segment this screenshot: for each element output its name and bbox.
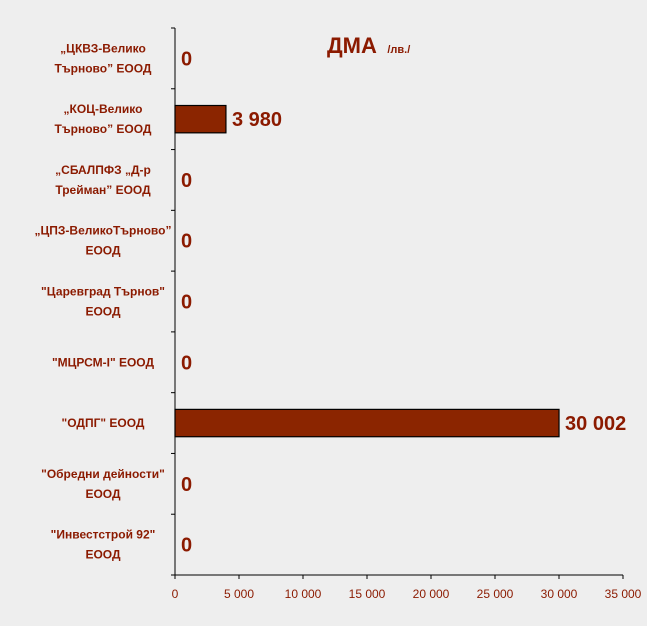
x-tick-label: 35 000: [605, 587, 642, 601]
x-tick-label: 15 000: [349, 587, 386, 601]
data-label: 0: [181, 352, 192, 374]
data-label: 0: [181, 48, 192, 70]
category-label: "Обредни дейности" ЕООД: [41, 467, 165, 501]
data-label: 0: [181, 535, 192, 557]
category-label-line: "Обредни дейности": [41, 467, 165, 481]
category-label: „СБАЛПФЗ „Д-р Трейман” ЕООД: [55, 163, 151, 197]
x-tick-label: 30 000: [541, 587, 578, 601]
plot-area: 0 5 000 10 000 15 000 20 000 25 000 30 000 35 0…: [35, 27, 642, 601]
category-label-line: Трейман” ЕООД: [55, 183, 151, 197]
category-label: "Царевград Търнов" ЕООД: [41, 285, 165, 319]
category-label-line: "Инвестстрой 92": [51, 528, 156, 542]
category-label: „ЦКВЗ-Велико Търново” ЕООД: [55, 41, 152, 75]
data-label: 0: [181, 292, 192, 314]
x-tick-label: 25 000: [477, 587, 514, 601]
bar: [174, 408, 560, 438]
category-label-line: "ОДПГ" ЕООД: [62, 416, 145, 430]
x-tick-label: 5 000: [224, 587, 254, 601]
category-label: „КОЦ-Велико Търново” ЕООД: [55, 102, 152, 136]
category-label: "ОДПГ" ЕООД: [62, 416, 145, 430]
data-label: 3 980: [232, 109, 282, 131]
category-label-line: "Царевград Търнов": [41, 285, 165, 299]
category-label-line: „СБАЛПФЗ „Д-р: [55, 163, 151, 177]
category-label-line: ЕООД: [85, 487, 121, 501]
data-label: 0: [181, 231, 192, 253]
chart-title-main: ДМА: [327, 33, 377, 58]
chart-title-unit: /лв./: [387, 44, 410, 56]
data-label: 0: [181, 474, 192, 496]
x-tick-label: 10 000: [285, 587, 322, 601]
category-label: "МЦРСМ-I" ЕООД: [52, 355, 155, 369]
category-label-line: Търново” ЕООД: [55, 122, 152, 136]
chart-title: ДМА /лв./: [327, 33, 410, 58]
data-label: 30 002: [565, 413, 626, 435]
category-label-line: ЕООД: [85, 305, 121, 319]
x-tick-label: 0: [172, 587, 179, 601]
category-label-line: „ЦПЗ-ВеликоТърново”: [35, 224, 172, 238]
category-label: „ЦПЗ-ВеликоТърново” ЕООД: [35, 224, 172, 258]
category-label-line: „КОЦ-Велико: [64, 102, 143, 116]
category-label: "Инвестстрой 92" ЕООД: [51, 528, 156, 562]
data-label: 0: [181, 170, 192, 192]
bar: [174, 104, 227, 134]
x-tick-label: 20 000: [413, 587, 450, 601]
category-label-line: „ЦКВЗ-Велико: [60, 41, 146, 55]
category-label-line: ЕООД: [85, 548, 121, 562]
category-label-line: ЕООД: [85, 244, 121, 258]
category-label-line: "МЦРСМ-I" ЕООД: [52, 355, 155, 369]
category-label-line: Търново” ЕООД: [55, 61, 152, 75]
